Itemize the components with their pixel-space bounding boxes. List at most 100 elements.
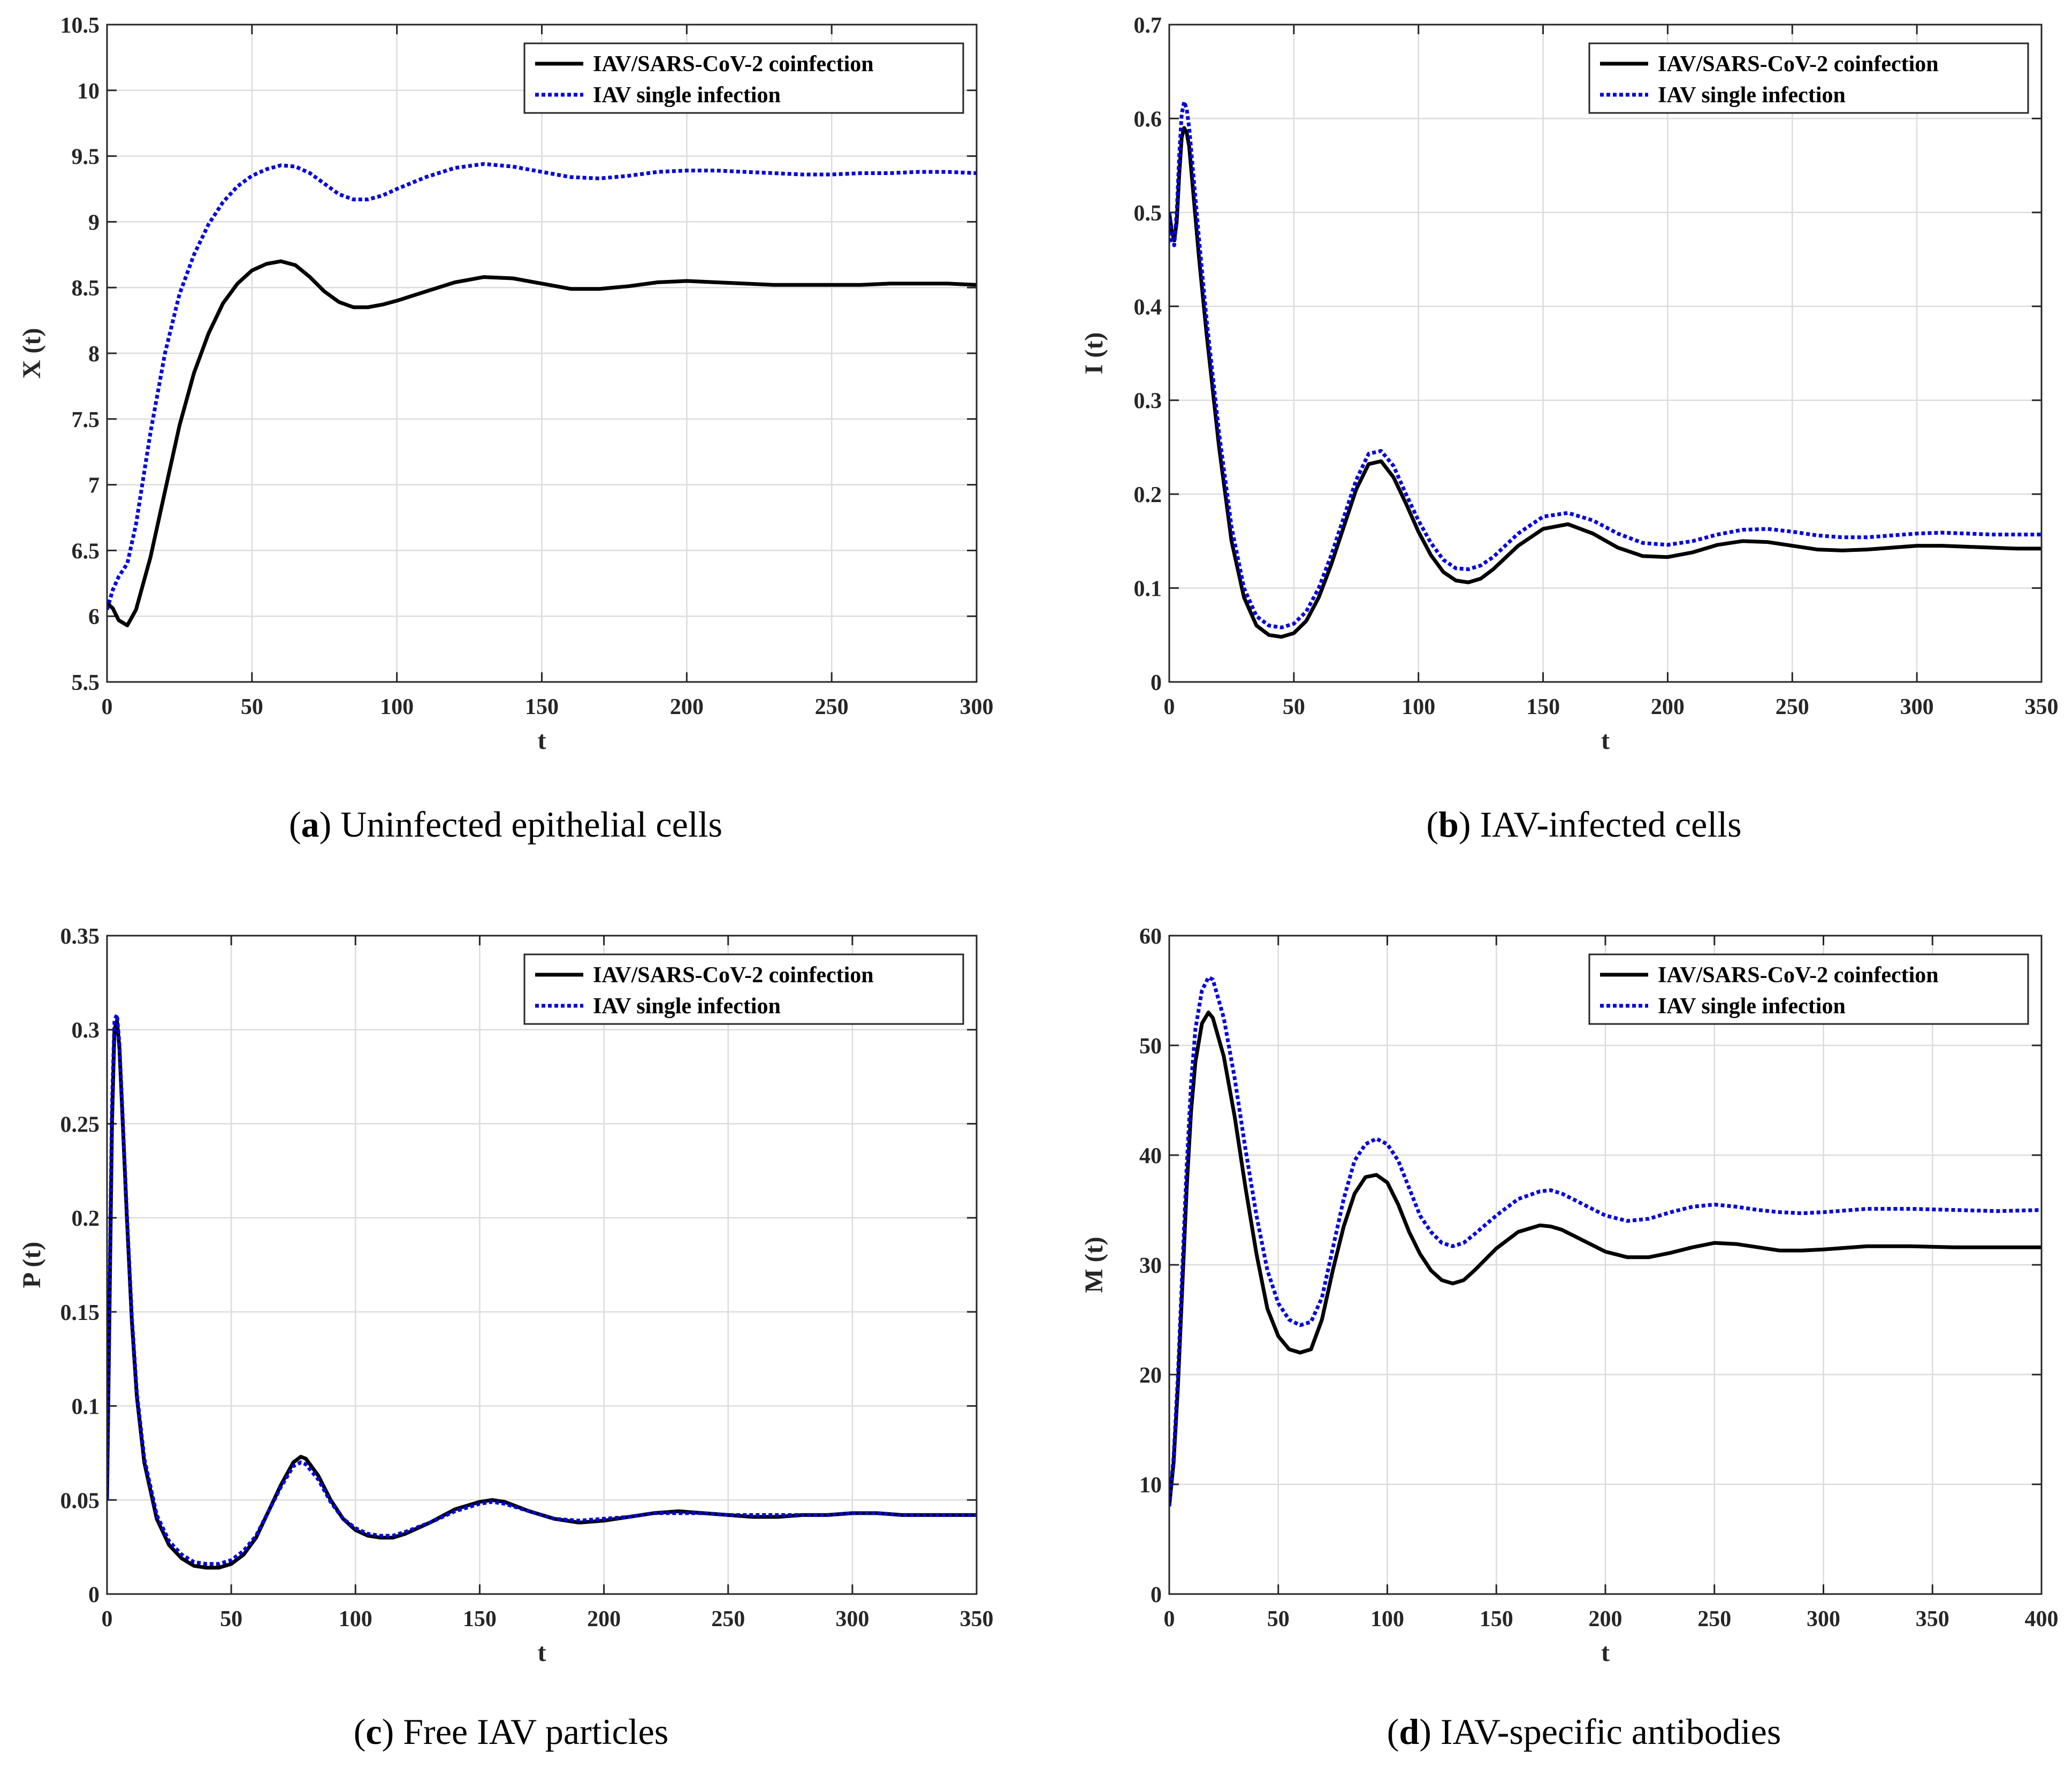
x-axis-label: t — [538, 1638, 546, 1667]
y-tick-label: 0.3 — [72, 1019, 100, 1043]
x-tick-label: 200 — [1651, 695, 1685, 719]
legend-label: IAV single infection — [593, 83, 781, 108]
y-tick-label: 60 — [1139, 924, 1162, 949]
x-tick-label: 350 — [2025, 695, 2059, 719]
axes-frame — [106, 24, 978, 683]
y-tick-label: 0.2 — [1134, 483, 1162, 507]
x-tick-label: 0 — [102, 695, 113, 719]
x-tick-label: 0 — [1164, 1607, 1175, 1632]
y-tick-label: 0.5 — [1134, 201, 1162, 226]
caption-b: (b) IAV-infected cells — [1426, 804, 1741, 845]
y-tick-label: 10 — [1139, 1473, 1162, 1498]
caption-c: (c) Free IAV particles — [354, 1711, 669, 1752]
axes-frame — [1168, 935, 2043, 1595]
x-tick-label: 50 — [220, 1607, 242, 1632]
x-tick-label: 100 — [339, 1607, 372, 1632]
y-tick-label: 7.5 — [72, 408, 100, 432]
legend-label: IAV single infection — [1658, 994, 1846, 1019]
y-tick-label: 40 — [1139, 1144, 1162, 1168]
y-axis-label: I (t) — [1080, 332, 1108, 375]
y-tick-label: 10 — [77, 79, 100, 104]
y-tick-label: 8.5 — [72, 276, 100, 301]
y-tick-label: 0 — [1151, 1583, 1162, 1607]
y-tick-label: 0 — [88, 1583, 100, 1607]
y-axis-label: X (t) — [18, 328, 46, 379]
axes-frame — [1168, 24, 2043, 683]
x-tick-label: 100 — [1401, 695, 1435, 719]
y-tick-label: 20 — [1139, 1363, 1162, 1388]
series-line-coinfection — [107, 259, 977, 627]
legend-box — [523, 42, 964, 114]
legend-box — [523, 953, 964, 1025]
y-tick-label: 8 — [88, 342, 100, 367]
x-tick-label: 50 — [1267, 1607, 1290, 1632]
panel-b: 0 50 100 150 200 250 300 350 0 0.1 0.2 0.3 0.4 0.5 0.6… — [1080, 13, 2059, 755]
y-tick-label: 6.5 — [72, 539, 100, 564]
legend-label: IAV/SARS-CoV-2 coinfection — [1658, 963, 1939, 988]
axes-frame — [106, 935, 978, 1595]
y-tick-label: 10.5 — [60, 13, 100, 38]
x-tick-label: 250 — [815, 695, 849, 719]
x-tick-label: 150 — [463, 1607, 497, 1632]
x-tick-label: 150 — [1480, 1607, 1513, 1632]
legend-label: IAV/SARS-CoV-2 coinfection — [1658, 52, 1939, 77]
y-tick-label: 9 — [88, 210, 100, 235]
plot-area — [1169, 25, 2041, 682]
y-axis-label: M (t) — [1080, 1236, 1108, 1293]
y-tick-label: 0.15 — [60, 1301, 100, 1325]
x-tick-label: 200 — [670, 695, 704, 719]
x-tick-label: 300 — [960, 695, 994, 719]
y-tick-label: 0 — [1151, 671, 1162, 695]
plot-area — [107, 936, 977, 1594]
series-line-single-infection — [107, 1013, 977, 1566]
panel-c: 0 50 100 150 200 250 300 350 0 0.05 0.1 0.15 0.2 0.25… — [18, 924, 994, 1667]
y-tick-label: 0.1 — [1134, 577, 1162, 602]
x-tick-label: 150 — [525, 695, 559, 719]
x-axis-label: t — [1601, 1638, 1610, 1667]
legend-label: IAV single infection — [593, 994, 781, 1019]
x-tick-label: 250 — [711, 1607, 745, 1632]
y-tick-label: 0.25 — [60, 1112, 100, 1137]
panel-d: 0 50 100 150 200 250 300 350 400 0 10 20 30 40 50 60 t M … — [1080, 924, 2059, 1667]
x-tick-label: 250 — [1697, 1607, 1731, 1632]
x-tick-label: 150 — [1526, 695, 1560, 719]
series-line-coinfection — [1169, 1011, 2041, 1507]
legend-label: IAV single infection — [1658, 83, 1846, 108]
x-axis-label: t — [1601, 726, 1610, 755]
caption-a: (a) Uninfected epithelial cells — [289, 804, 722, 845]
x-tick-label: 300 — [835, 1607, 869, 1632]
x-tick-label: 400 — [2025, 1607, 2059, 1632]
y-tick-label: 0.35 — [60, 924, 100, 949]
y-tick-label: 0.1 — [72, 1395, 100, 1420]
x-axis-label: t — [538, 726, 546, 755]
x-tick-label: 300 — [1807, 1607, 1840, 1632]
legend-label: IAV/SARS-CoV-2 coinfection — [593, 963, 874, 988]
series-line-single-infection — [1169, 100, 2041, 629]
caption-d: (d) IAV-specific antibodies — [1387, 1711, 1781, 1752]
legend-box — [1588, 953, 2029, 1025]
y-tick-label: 7 — [88, 474, 100, 498]
y-tick-label: 50 — [1139, 1034, 1162, 1059]
x-tick-label: 350 — [1916, 1607, 1949, 1632]
x-tick-label: 0 — [1164, 695, 1175, 719]
y-axis-label: P (t) — [18, 1242, 46, 1288]
y-tick-label: 0.2 — [72, 1207, 100, 1231]
y-tick-label: 0.6 — [1134, 107, 1162, 132]
x-tick-label: 50 — [241, 695, 263, 719]
x-tick-label: 100 — [1370, 1607, 1404, 1632]
x-tick-label: 0 — [102, 1607, 113, 1632]
x-tick-label: 50 — [1283, 695, 1305, 719]
x-tick-label: 350 — [960, 1607, 994, 1632]
y-tick-label: 0.4 — [1134, 295, 1162, 320]
legend-label: IAV/SARS-CoV-2 coinfection — [593, 52, 874, 77]
y-tick-label: 9.5 — [72, 145, 100, 170]
panel-a: 0 50 100 150 200 250 300 5.5 6 6.5 7 7.5 8 8.5 9 9.5 10 1… — [18, 13, 994, 755]
x-tick-label: 100 — [380, 695, 414, 719]
x-tick-label: 300 — [1900, 695, 1934, 719]
legend-box — [1588, 42, 2029, 114]
x-tick-label: 200 — [1589, 1607, 1622, 1632]
y-tick-label: 5.5 — [72, 671, 100, 695]
x-tick-label: 200 — [587, 1607, 621, 1632]
y-tick-label: 0.7 — [1134, 13, 1162, 38]
